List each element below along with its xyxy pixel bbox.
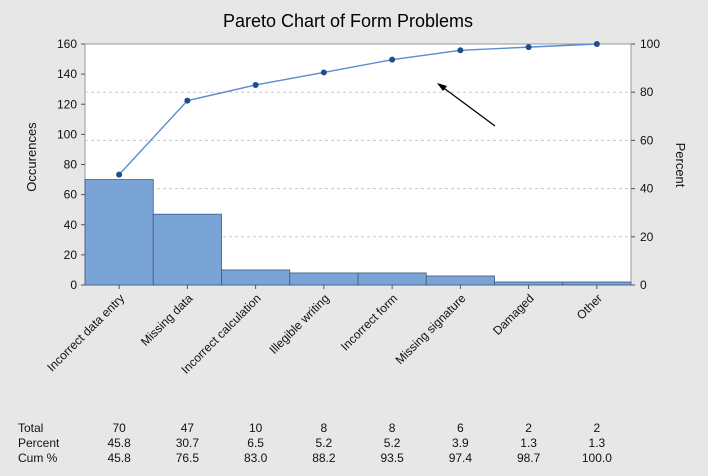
table-cell: 100.0 [582, 451, 612, 465]
table-cell: 6 [457, 421, 464, 435]
table-row-label: Total [18, 421, 43, 435]
category-label: Other [574, 291, 605, 322]
cumulative-point [593, 41, 600, 47]
cumulative-point [184, 97, 191, 104]
cumulative-point [252, 81, 259, 88]
table-cell: 5.2 [316, 436, 333, 450]
table-cell: 83.0 [244, 451, 268, 465]
y-tick-label: 140 [57, 67, 77, 81]
table-cell: 76.5 [176, 451, 200, 465]
chart-title: Pareto Chart of Form Problems [223, 11, 473, 31]
y2-tick-label: 20 [640, 230, 654, 244]
y-tick-label: 60 [64, 188, 78, 202]
cumulative-point [389, 56, 396, 63]
table-cell: 88.2 [312, 451, 336, 465]
table-cell: 97.4 [449, 451, 473, 465]
bar [84, 179, 154, 286]
table-cell: 70 [112, 421, 126, 435]
category-label: Illegible writing [266, 291, 332, 357]
annotation-arrow [437, 83, 496, 127]
table-row-label: Cum % [18, 451, 58, 465]
y2-tick-label: 100 [640, 37, 660, 51]
table-cell: 1.3 [520, 436, 537, 450]
y2-axis-label: Percent [673, 143, 688, 188]
cumulative-line-path [118, 43, 597, 176]
cumulative-line [116, 41, 600, 178]
bar [289, 272, 359, 286]
table-cell: 2 [525, 421, 532, 435]
table-cell: 30.7 [176, 436, 200, 450]
cumulative-point [320, 69, 327, 76]
bar [357, 272, 427, 286]
category-labels: Incorrect data entry Missing data Incorrec… [44, 285, 605, 377]
y-axis-ticks: 0 20 40 60 80 100 120 140 160 [57, 37, 85, 292]
y-tick-label: 80 [64, 158, 78, 172]
cumulative-point [457, 47, 464, 54]
table-cell: 2 [594, 421, 601, 435]
y2-tick-label: 60 [640, 133, 654, 147]
y2-tick-label: 0 [640, 278, 647, 292]
category-label: Incorrect form [338, 291, 400, 353]
table-cell: 93.5 [380, 451, 404, 465]
table-cell: 8 [321, 421, 328, 435]
table-cell: 45.8 [107, 436, 131, 450]
cumulative-point [116, 171, 123, 178]
table-row-label: Percent [18, 436, 60, 450]
y-tick-label: 120 [57, 97, 77, 111]
table-cell: 45.8 [107, 451, 131, 465]
y-tick-label: 40 [64, 218, 78, 232]
bar [494, 281, 564, 286]
category-label: Damaged [490, 291, 537, 338]
table-cell: 6.5 [247, 436, 264, 450]
bar [562, 281, 632, 286]
y-tick-label: 160 [57, 37, 77, 51]
y-tick-label: 0 [70, 278, 77, 292]
y-tick-label: 20 [64, 248, 78, 262]
y-tick-label: 100 [57, 127, 77, 141]
table-cell: 1.3 [589, 436, 606, 450]
table-cell: 8 [389, 421, 396, 435]
y-axis-label: Occurences [24, 122, 39, 192]
y2-tick-label: 80 [640, 85, 654, 99]
category-label: Missing signature [393, 291, 469, 367]
cumulative-point [525, 44, 532, 51]
category-label: Incorrect data entry [44, 291, 127, 374]
table-cell: 5.2 [384, 436, 401, 450]
table-cell: 3.9 [452, 436, 469, 450]
data-table: Total 70 47 10 8 8 6 2 2 Percent 45.8 30.7 6.5 5.2 5.2… [18, 421, 612, 465]
category-label: Missing data [138, 291, 196, 349]
bar [221, 269, 291, 286]
table-cell: 98.7 [517, 451, 541, 465]
table-cell: 47 [181, 421, 195, 435]
bar [152, 213, 222, 286]
table-cell: 10 [249, 421, 263, 435]
bar [425, 275, 495, 286]
y2-tick-label: 40 [640, 182, 654, 196]
y2-axis-ticks: 0 20 40 60 80 100 [631, 37, 660, 292]
